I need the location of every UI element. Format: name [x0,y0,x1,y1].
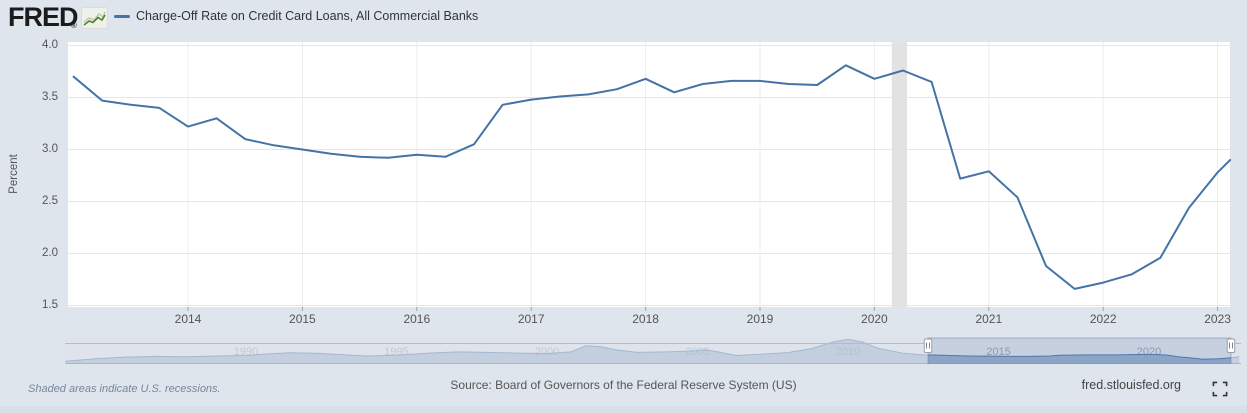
navigator-year-label: 2015 [977,346,1021,358]
fullscreen-button[interactable] [1212,381,1228,397]
navigator-handle-right[interactable] [1226,338,1236,353]
navigator-selection[interactable] [927,337,1232,364]
recession-band [891,42,907,307]
fred-logo[interactable]: FRED [8,2,78,32]
legend-series-label: Charge-Off Rate on Credit Card Loans, Al… [136,9,479,23]
fred-link[interactable]: fred.stlouisfed.org [1081,378,1181,392]
series-line [72,64,1232,290]
plot-background[interactable] [68,42,1230,307]
navigator-handle-left[interactable] [923,338,933,353]
navigator-mask-right [1231,337,1241,364]
navigator-mask-left [65,337,928,364]
fullscreen-icon [1212,381,1228,397]
legend-line-swatch [114,15,130,18]
